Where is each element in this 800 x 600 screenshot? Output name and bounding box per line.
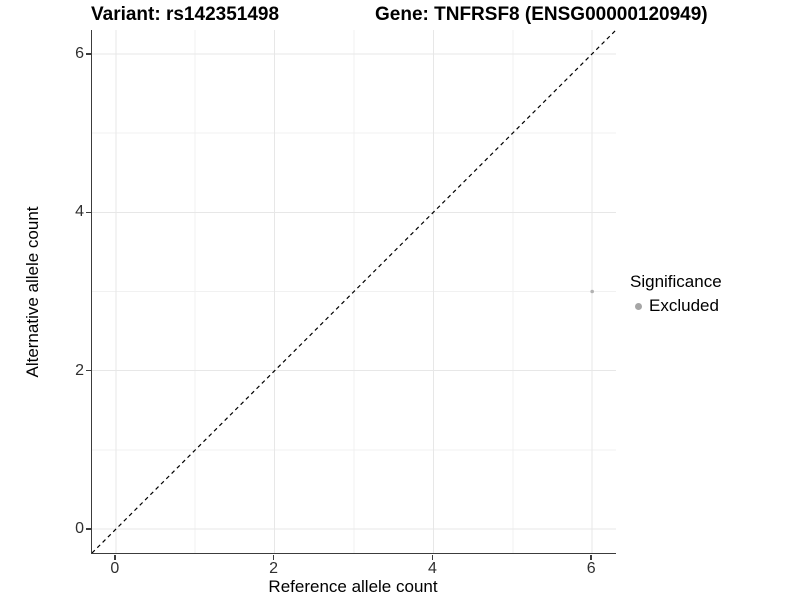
- y-axis-title: Alternative allele count: [23, 206, 42, 378]
- x-tick-label: 0: [110, 560, 120, 577]
- x-tick-label: 4: [427, 560, 437, 577]
- x-tick-label: 2: [269, 560, 279, 577]
- legend: Significance Excluded: [630, 272, 722, 316]
- x-tick-mark: [272, 554, 275, 560]
- plot-panel: [91, 30, 616, 554]
- y-tick-mark: [86, 211, 91, 213]
- identity-line: [92, 30, 616, 553]
- y-tick-mark: [86, 528, 91, 530]
- x-tick-mark: [431, 554, 434, 560]
- data-point: [590, 289, 594, 294]
- y-tick-label: 2: [75, 361, 84, 379]
- y-tick-mark: [86, 53, 91, 55]
- gene-title: Gene: TNFRSF8 (ENSG00000120949): [375, 4, 708, 25]
- x-tick-mark: [590, 554, 592, 560]
- x-axis-title: Reference allele count: [268, 577, 438, 596]
- plot-area-svg: [92, 30, 616, 553]
- x-tick-mark: [114, 554, 116, 560]
- y-tick-label: 4: [75, 203, 84, 221]
- variant-title: Variant: rs142351498: [91, 4, 280, 25]
- x-tick-label: 6: [586, 560, 596, 577]
- legend-item-label: Excluded: [649, 296, 719, 315]
- y-tick-mark: [86, 369, 91, 372]
- legend-title: Significance: [630, 272, 722, 291]
- y-tick-label: 6: [75, 44, 84, 62]
- y-tick-label: 0: [75, 520, 84, 538]
- legend-item: Excluded: [630, 296, 722, 316]
- legend-point-icon: [635, 302, 642, 310]
